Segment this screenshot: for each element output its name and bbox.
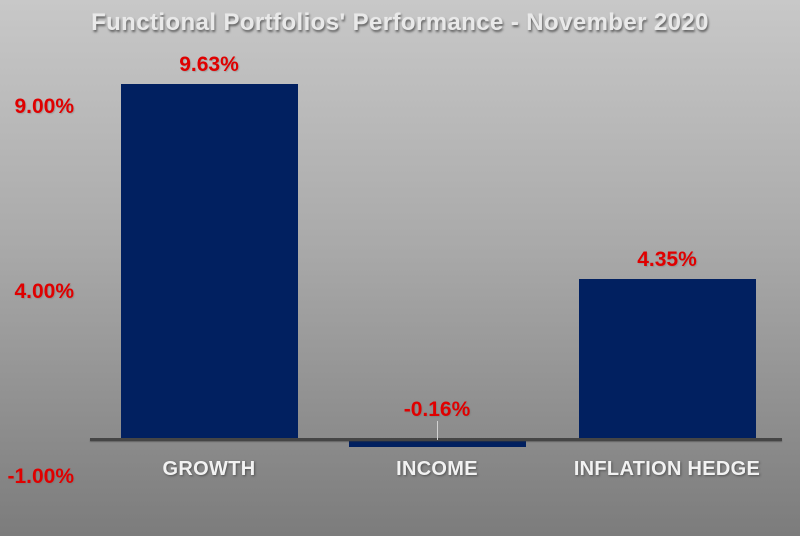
- y-tick-label-1: 4.00%: [14, 280, 74, 303]
- bar-income: [348, 440, 526, 447]
- bar-growth: [120, 84, 298, 441]
- leader-line-income: [437, 421, 438, 440]
- data-label-inflation-hedge: 4.35%: [637, 248, 697, 271]
- category-label-income: INCOME: [396, 458, 478, 480]
- category-label-inflation-hedge: INFLATION HEDGE: [573, 458, 761, 480]
- chart-title: Functional Portfolios' Performance - Nov…: [91, 9, 709, 36]
- y-tick-label-0: 9.00%: [14, 95, 74, 118]
- y-tick-label-2: -1.00%: [7, 465, 74, 488]
- data-label-income: -0.16%: [403, 398, 471, 421]
- category-label-growth: GROWTH: [162, 458, 256, 480]
- data-label-growth: 9.63%: [179, 53, 239, 76]
- x-axis-line: [90, 438, 782, 441]
- bar-inflation-hedge: [578, 279, 756, 441]
